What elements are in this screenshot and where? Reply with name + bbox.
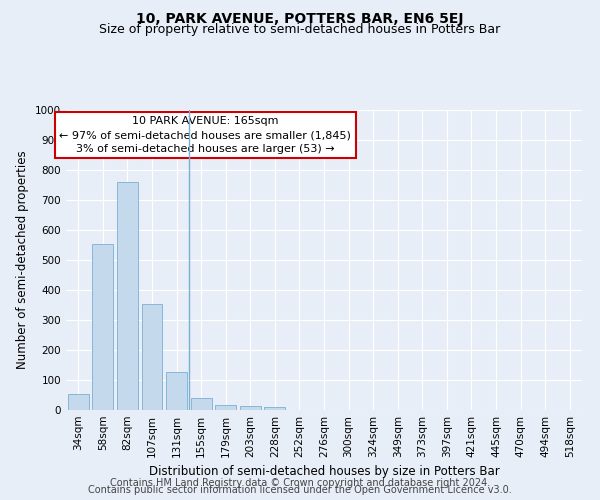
Bar <box>240 406 261 410</box>
Text: 10 PARK AVENUE: 165sqm
← 97% of semi-detached houses are smaller (1,845)
3% of s: 10 PARK AVENUE: 165sqm ← 97% of semi-det… <box>59 116 351 154</box>
Text: 10, PARK AVENUE, POTTERS BAR, EN6 5EJ: 10, PARK AVENUE, POTTERS BAR, EN6 5EJ <box>136 12 464 26</box>
Bar <box>117 182 138 410</box>
Text: Contains HM Land Registry data © Crown copyright and database right 2024.: Contains HM Land Registry data © Crown c… <box>110 478 490 488</box>
Bar <box>166 372 187 410</box>
Y-axis label: Number of semi-detached properties: Number of semi-detached properties <box>16 150 29 370</box>
Text: Contains public sector information licensed under the Open Government Licence v3: Contains public sector information licen… <box>88 485 512 495</box>
Bar <box>142 304 163 410</box>
X-axis label: Distribution of semi-detached houses by size in Potters Bar: Distribution of semi-detached houses by … <box>149 466 499 478</box>
Bar <box>191 398 212 410</box>
Text: Size of property relative to semi-detached houses in Potters Bar: Size of property relative to semi-detach… <box>100 22 500 36</box>
Bar <box>68 394 89 410</box>
Bar <box>92 244 113 410</box>
Bar <box>215 404 236 410</box>
Bar <box>265 407 286 410</box>
